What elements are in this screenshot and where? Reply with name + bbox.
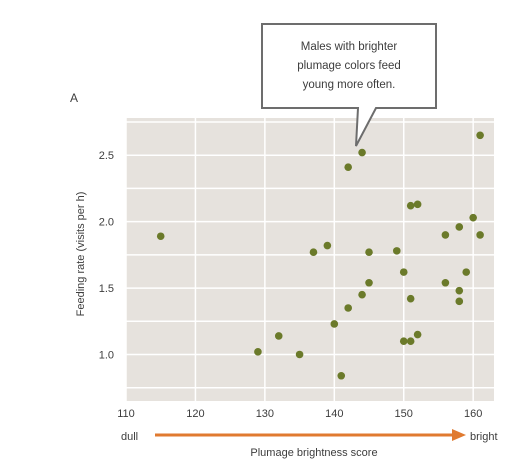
callout-box bbox=[261, 23, 437, 147]
data-point bbox=[455, 286, 464, 295]
x-axis-arrow-head bbox=[452, 429, 466, 441]
data-point bbox=[295, 350, 304, 359]
x-axis-label: Plumage brightness score bbox=[250, 447, 377, 459]
data-point bbox=[406, 337, 415, 346]
data-point bbox=[441, 231, 450, 239]
x-tick-label: 140 bbox=[325, 408, 343, 420]
data-point bbox=[392, 247, 401, 255]
data-point bbox=[413, 200, 422, 209]
callout-line-1: Males with brighter bbox=[301, 41, 398, 53]
plot-area bbox=[126, 118, 494, 401]
y-tick-label: 2.0 bbox=[99, 217, 114, 229]
data-point bbox=[455, 223, 464, 231]
data-point bbox=[309, 248, 318, 256]
x-tick-label: 150 bbox=[395, 408, 413, 420]
y-tick-label: 1.0 bbox=[99, 349, 114, 361]
data-point bbox=[462, 268, 471, 276]
data-point bbox=[274, 332, 283, 340]
data-point bbox=[406, 201, 415, 210]
data-points bbox=[156, 131, 484, 380]
data-point bbox=[399, 337, 408, 346]
data-point bbox=[358, 290, 366, 299]
data-point bbox=[156, 232, 165, 241]
x-axis-bright-label: bright bbox=[470, 431, 498, 443]
data-point bbox=[323, 241, 332, 250]
y-tick-label: 2.5 bbox=[99, 150, 114, 162]
data-point bbox=[365, 248, 373, 256]
data-point bbox=[365, 278, 373, 287]
y-axis-label: Feeding rate (visits per h) bbox=[75, 192, 87, 317]
x-tick-label: 110 bbox=[117, 408, 135, 420]
panel-label: A bbox=[70, 91, 78, 105]
x-tick-label: 160 bbox=[464, 408, 482, 420]
data-point bbox=[358, 148, 366, 157]
data-point bbox=[254, 348, 262, 356]
data-point bbox=[413, 330, 422, 339]
data-point bbox=[344, 304, 352, 312]
data-point bbox=[455, 297, 464, 306]
y-axis-ticks: 1.0 1.5 2.0 2.5 bbox=[99, 150, 114, 361]
callout-line-3: young more often. bbox=[303, 79, 396, 91]
data-point bbox=[406, 294, 415, 303]
data-point bbox=[337, 371, 346, 380]
x-tick-label: 120 bbox=[186, 408, 204, 420]
grid-lines bbox=[125, 118, 494, 401]
data-point bbox=[344, 163, 352, 171]
data-point bbox=[476, 131, 484, 140]
callout-line-2: plumage colors feed bbox=[297, 60, 401, 72]
data-point bbox=[469, 213, 477, 222]
data-point bbox=[441, 278, 450, 287]
x-axis-dull-label: dull bbox=[121, 431, 138, 443]
data-point bbox=[476, 231, 484, 239]
x-axis-ticks: 110 120 130 140 150 160 bbox=[117, 408, 482, 420]
x-tick-label: 130 bbox=[256, 408, 274, 420]
data-point bbox=[330, 320, 339, 328]
data-point bbox=[399, 268, 408, 276]
y-tick-label: 1.5 bbox=[99, 283, 114, 295]
